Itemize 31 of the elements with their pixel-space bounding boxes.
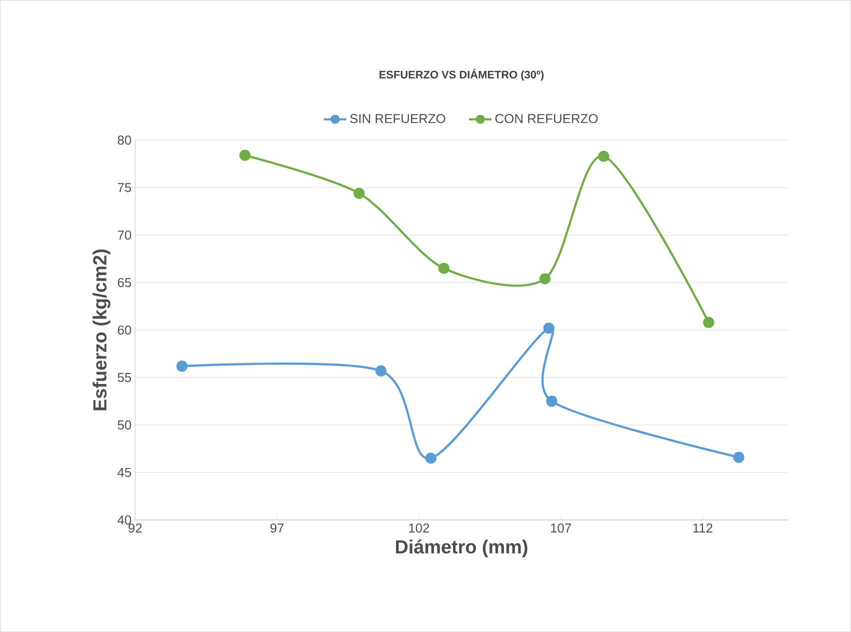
legend-label: CON REFUERZO [495, 114, 598, 124]
x-tick-label: 112 [693, 523, 712, 532]
point [425, 452, 436, 464]
legend-label: SIN REFUERZO [350, 114, 446, 124]
point [598, 150, 610, 162]
y-tick-label: 75 [118, 183, 132, 192]
point [438, 262, 450, 274]
point [543, 322, 554, 334]
point [176, 360, 188, 372]
y-tick-label: 40 [118, 515, 132, 524]
x-tick-label: 97 [270, 523, 284, 533]
y-tick-label: 80 [118, 136, 132, 145]
point [539, 273, 550, 284]
x-tick-label: 102 [409, 523, 430, 533]
point [375, 365, 386, 376]
chart-title: ESFUERZO VS DIÁMETRO (30º) [380, 68, 544, 81]
x-tick-label: 92 [128, 523, 142, 533]
x-axis-title: Diámetro (mm) [396, 539, 528, 558]
y-tick-label: 50 [118, 420, 132, 430]
point [733, 452, 744, 463]
y-tick-label: 70 [118, 230, 132, 240]
point [703, 316, 714, 328]
point [353, 188, 365, 199]
y-axis-title: Esfuerzo (kg/cm2) [92, 249, 110, 410]
point [546, 396, 558, 407]
y-tick-label: 45 [118, 468, 132, 477]
y-tick-label: 55 [118, 372, 132, 382]
y-tick-label: 60 [118, 325, 132, 335]
x-tick-label: 107 [550, 523, 571, 533]
point [239, 150, 251, 161]
y-tick-label: 65 [118, 278, 132, 288]
